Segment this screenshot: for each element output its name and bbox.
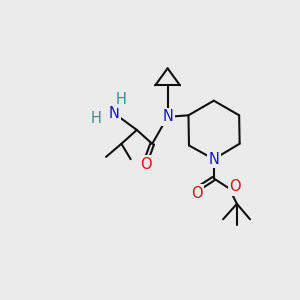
Text: N: N: [162, 109, 173, 124]
Text: O: O: [191, 186, 203, 201]
Text: O: O: [140, 157, 152, 172]
Text: H: H: [116, 92, 127, 106]
Text: O: O: [230, 179, 241, 194]
Text: N: N: [108, 106, 119, 121]
Text: H: H: [91, 111, 101, 126]
Text: N: N: [208, 152, 219, 167]
